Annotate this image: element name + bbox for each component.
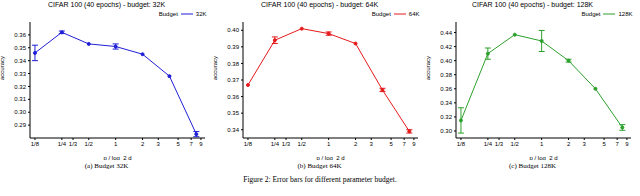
- html-text:(c) Budget 128K: (c) Budget 128K: [509, 162, 556, 170]
- svg-text:accuracy: accuracy: [426, 56, 431, 80]
- svg-text:0.36: 0.36: [14, 32, 26, 38]
- svg-text:7: 7: [189, 141, 193, 147]
- svg-text:p / log_2 d: p / log_2 d: [529, 155, 557, 160]
- svg-text:1/2: 1/2: [85, 141, 94, 147]
- svg-text:5: 5: [602, 141, 606, 147]
- svg-text:5: 5: [389, 141, 393, 147]
- svg-text:1/4: 1/4: [271, 141, 280, 147]
- svg-text:1/3: 1/3: [282, 141, 291, 147]
- svg-text:0.35: 0.35: [227, 110, 239, 116]
- svg-text:0.44: 0.44: [440, 30, 452, 36]
- svg-text:1/4: 1/4: [58, 141, 67, 147]
- svg-text:2: 2: [354, 141, 358, 147]
- svg-text:1/2: 1/2: [298, 141, 307, 147]
- svg-text:1: 1: [327, 141, 331, 147]
- svg-text:accuracy: accuracy: [213, 56, 218, 80]
- svg-text:0.32: 0.32: [440, 114, 452, 120]
- html-text:64K: 64K: [408, 10, 420, 17]
- svg-text:0.30: 0.30: [14, 109, 26, 115]
- html-text:(b) Budget 64K: (b) Budget 64K: [297, 162, 342, 170]
- svg-text:p / log_2 d: p / log_2 d: [103, 155, 131, 160]
- html-text:Figure 2: Error bars for diffe: Figure 2: Error bars for different param…: [243, 175, 397, 184]
- html-text:Budget: Budget: [158, 10, 178, 17]
- svg-text:0.42: 0.42: [440, 44, 452, 50]
- svg-text:0.31: 0.31: [14, 96, 26, 102]
- svg-text:p / log_2 d: p / log_2 d: [316, 155, 344, 160]
- svg-text:9: 9: [625, 141, 629, 147]
- svg-text:0.35: 0.35: [14, 45, 26, 51]
- svg-text:0.34: 0.34: [440, 100, 452, 106]
- html-text:Budget: Budget: [371, 10, 391, 17]
- svg-text:1/8: 1/8: [31, 141, 40, 147]
- svg-text:0.36: 0.36: [227, 94, 239, 100]
- html-text:CIFAR 100 (40 epochs) - budget: CIFAR 100 (40 epochs) - budget: 64K: [260, 1, 379, 8]
- svg-text:1: 1: [114, 141, 118, 147]
- svg-text:1/8: 1/8: [244, 141, 253, 147]
- svg-text:1/8: 1/8: [457, 141, 466, 147]
- svg-text:0.34: 0.34: [14, 58, 26, 64]
- svg-text:0.38: 0.38: [227, 61, 239, 67]
- svg-text:9: 9: [199, 141, 203, 147]
- html-text:Budget: Budget: [581, 10, 601, 17]
- svg-text:2: 2: [141, 141, 145, 147]
- svg-text:5: 5: [176, 141, 180, 147]
- html-text:CIFAR 100 (40 epochs) - budget: CIFAR 100 (40 epochs) - budget: 32K: [47, 1, 166, 8]
- svg-text:1/3: 1/3: [69, 141, 78, 147]
- svg-text:3: 3: [157, 141, 161, 147]
- svg-text:0.30: 0.30: [440, 128, 452, 134]
- svg-text:7: 7: [402, 141, 406, 147]
- html-text:CIFAR 100 (40 epochs) - budget: CIFAR 100 (40 epochs) - budget: 128K: [472, 1, 593, 8]
- svg-text:0.32: 0.32: [14, 84, 26, 90]
- svg-text:3: 3: [370, 141, 374, 147]
- svg-text:1/4: 1/4: [484, 141, 493, 147]
- svg-text:0.40: 0.40: [227, 27, 239, 33]
- svg-text:0.38: 0.38: [440, 72, 452, 78]
- svg-text:0.34: 0.34: [227, 127, 239, 133]
- svg-text:0.39: 0.39: [227, 44, 239, 50]
- svg-text:1/3: 1/3: [495, 141, 504, 147]
- svg-text:0.33: 0.33: [14, 71, 26, 77]
- svg-text:2: 2: [567, 141, 571, 147]
- svg-text:3: 3: [583, 141, 587, 147]
- svg-text:1: 1: [540, 141, 544, 147]
- svg-text:0.29: 0.29: [14, 122, 26, 128]
- html-text:128K: 128K: [618, 10, 633, 17]
- svg-text:7: 7: [615, 141, 619, 147]
- html-text:32K: 32K: [195, 10, 207, 17]
- svg-text:0.37: 0.37: [227, 77, 239, 83]
- svg-text:1/2: 1/2: [511, 141, 520, 147]
- svg-text:0.36: 0.36: [440, 86, 452, 92]
- svg-text:9: 9: [412, 141, 416, 147]
- html-text:(a) Budget 32K: (a) Budget 32K: [84, 162, 129, 170]
- svg-text:0.40: 0.40: [440, 58, 452, 64]
